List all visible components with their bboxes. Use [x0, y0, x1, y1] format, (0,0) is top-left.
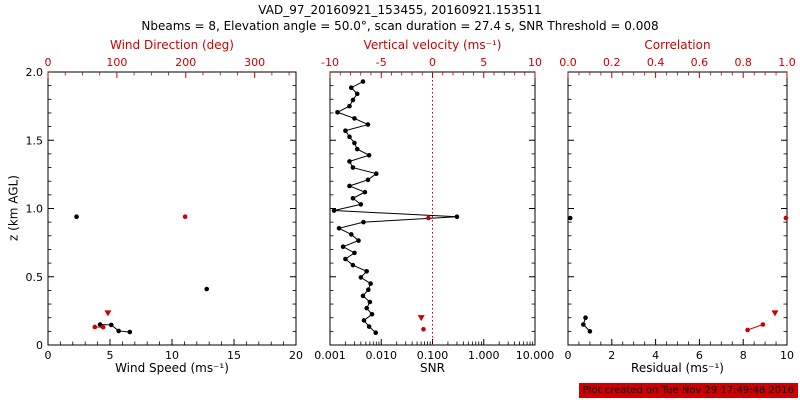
svg-text:20: 20 — [289, 349, 303, 362]
series-wind-direction-flagged — [104, 310, 112, 317]
svg-text:1.0: 1.0 — [778, 56, 796, 69]
svg-text:0.8: 0.8 — [734, 56, 752, 69]
svg-text:4: 4 — [652, 349, 659, 362]
svg-text:-5: -5 — [376, 56, 387, 69]
series-correlation-flagged — [771, 310, 779, 317]
svg-text:0.001: 0.001 — [314, 349, 346, 362]
vertical-velocity-axis-title: Vertical velocity (ms⁻¹) — [363, 38, 502, 52]
wind-direction-axis-title: Wind Direction (deg) — [110, 38, 234, 52]
svg-text:200: 200 — [175, 56, 196, 69]
svg-text:8: 8 — [740, 349, 747, 362]
svg-text:0: 0 — [45, 56, 52, 69]
creation-timestamp: Plot created on Tue Nov 29 17:49:48 2016 — [578, 383, 798, 398]
svg-text:0.010: 0.010 — [366, 349, 398, 362]
residual-axis-title: Residual (ms⁻¹) — [631, 361, 724, 375]
plot-title: VAD_97_20160921_153455, 20160921.153511 — [258, 3, 542, 17]
svg-text:5: 5 — [480, 56, 487, 69]
svg-text:-10: -10 — [321, 56, 339, 69]
plot-subtitle: Nbeams = 8, Elevation angle = 50.0°, sca… — [141, 19, 659, 33]
series-snr-profile — [331, 79, 460, 336]
snr-axis-title: SNR — [420, 361, 445, 375]
correlation-axis-title: Correlation — [644, 38, 711, 52]
svg-text:0.100: 0.100 — [417, 349, 449, 362]
svg-text:0.6: 0.6 — [691, 56, 709, 69]
svg-text:0.4: 0.4 — [647, 56, 665, 69]
svg-text:10: 10 — [780, 349, 794, 362]
svg-text:2.0: 2.0 — [26, 66, 44, 79]
series-vertical-velocity — [421, 215, 431, 332]
svg-text:2: 2 — [608, 349, 615, 362]
svg-text:10: 10 — [528, 56, 542, 69]
svg-text:0: 0 — [565, 349, 572, 362]
svg-text:0.5: 0.5 — [26, 271, 44, 284]
series-vertical-velocity-flagged — [417, 315, 425, 322]
svg-text:0: 0 — [429, 56, 436, 69]
panel-residual: 0 2 4 6 8 10 0.0 0.2 0.4 0.6 0.8 1.0 — [559, 56, 796, 362]
svg-text:0: 0 — [45, 349, 52, 362]
svg-text:5: 5 — [107, 349, 114, 362]
svg-text:10.000: 10.000 — [516, 349, 555, 362]
series-wind-direction — [92, 214, 188, 330]
svg-text:1.000: 1.000 — [468, 349, 500, 362]
svg-text:1.5: 1.5 — [26, 134, 44, 147]
svg-text:6: 6 — [696, 349, 703, 362]
svg-text:0.0: 0.0 — [559, 56, 577, 69]
svg-text:1.0: 1.0 — [26, 203, 44, 216]
panel-snr: 0.001 0.010 0.100 1.000 10.000 -10 -5 0 5 10 — [314, 56, 554, 362]
svg-text:300: 300 — [244, 56, 265, 69]
svg-text:0.2: 0.2 — [603, 56, 621, 69]
svg-text:15: 15 — [227, 349, 241, 362]
series-residual — [567, 215, 593, 334]
svg-text:100: 100 — [106, 56, 127, 69]
series-wind-speed — [74, 214, 210, 335]
wind-speed-axis-title: Wind Speed (ms⁻¹) — [115, 361, 229, 375]
svg-text:10: 10 — [165, 349, 179, 362]
series-correlation — [745, 215, 789, 333]
panel-wind: 00.51.01.52.00 5 10 15 200 100 200 300 — [26, 56, 304, 362]
svg-text:0: 0 — [36, 339, 43, 352]
